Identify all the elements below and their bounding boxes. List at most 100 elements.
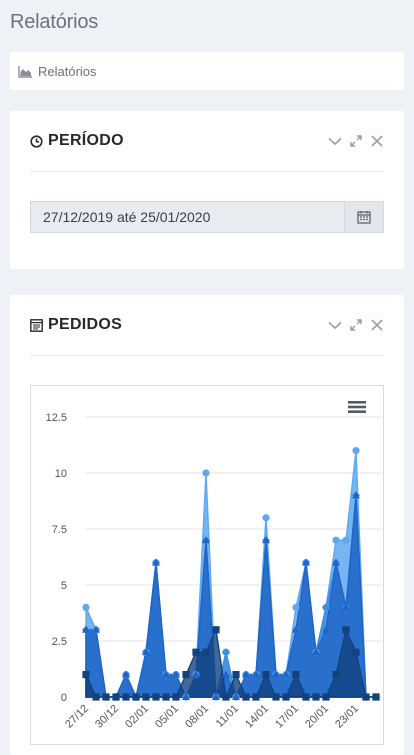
series-3-point — [252, 670, 260, 678]
series-4-point — [182, 671, 190, 679]
series-3-area — [85, 495, 376, 700]
y-tick-label: 10 — [55, 468, 67, 480]
series-3-point — [222, 670, 230, 678]
series-3-point — [162, 670, 170, 678]
panel-tools — [328, 134, 384, 148]
series-3-point — [262, 536, 270, 544]
series-3-point — [152, 558, 160, 566]
series-4-point — [132, 693, 140, 701]
series-4-point — [252, 693, 260, 701]
y-tick-label: 7.5 — [52, 524, 67, 536]
close-icon[interactable] — [370, 134, 384, 148]
series-4-point — [172, 693, 180, 701]
series-4-point — [82, 671, 90, 679]
series-3-point — [172, 670, 180, 678]
x-tick-label: 02/01 — [123, 703, 151, 731]
x-tick-label: 05/01 — [153, 703, 181, 731]
pedidos-panel: PEDIDOS 0 2. — [10, 295, 404, 755]
series-4-point — [362, 693, 370, 701]
series-4-point — [292, 671, 300, 679]
series-1-point — [82, 603, 90, 611]
pedidos-chart: 0 2.5 5 7.5 10 12.5 27/12 30/12 02/01 05/01 08/01… — [30, 385, 384, 745]
series-4-point — [282, 693, 290, 701]
panel-title: PEDIDOS — [48, 316, 123, 333]
series-3-point — [122, 670, 130, 678]
series-2-point — [222, 648, 230, 657]
calendar-icon — [357, 211, 371, 224]
series-3-point — [272, 670, 280, 678]
y-tick-label: 5 — [61, 580, 67, 592]
series-4-point — [232, 671, 240, 679]
date-range-input[interactable]: 27/12/2019 até 25/01/2020 — [43, 209, 211, 225]
series-3-point — [322, 625, 330, 633]
area-chart-icon — [18, 65, 33, 78]
expand-icon[interactable] — [349, 318, 363, 332]
collapse-chevron-icon[interactable] — [328, 318, 342, 332]
chart-canvas: 0 2.5 5 7.5 10 12.5 27/12 30/12 02/01 05/01 08/01… — [46, 412, 382, 731]
page-title: Relatórios — [10, 11, 99, 33]
series-2-point — [322, 603, 330, 612]
series-4-point — [322, 693, 330, 701]
series-3-point — [92, 625, 100, 633]
series-4-point — [272, 693, 280, 701]
series-3-point — [302, 558, 310, 566]
series-4-point — [112, 693, 120, 701]
periodo-panel: PERÍODO 27/12/2019 até 25/01/2020 — [10, 111, 404, 269]
series-3-point — [82, 625, 90, 633]
series-3-point — [352, 491, 360, 499]
series-4-point — [372, 693, 380, 701]
series-4-point — [162, 693, 170, 701]
x-tick-label: 20/01 — [303, 703, 331, 731]
pedidos-panel-header: PEDIDOS — [30, 295, 384, 356]
x-tick-label: 17/01 — [273, 703, 301, 731]
x-tick-label: 11/01 — [214, 703, 241, 730]
series-3-point — [332, 558, 340, 566]
series-3-point — [212, 693, 220, 700]
x-tick-label: 23/01 — [333, 703, 361, 731]
panel-title: PERÍODO — [48, 132, 124, 149]
close-icon[interactable] — [370, 318, 384, 332]
series-4-point — [242, 693, 250, 701]
series-1-point — [202, 469, 210, 477]
series-3-point — [182, 693, 190, 700]
series-4-point — [312, 693, 320, 701]
periodo-panel-header: PERÍODO — [30, 111, 384, 172]
series-4-point — [92, 693, 100, 701]
chart-menu-icon[interactable] — [348, 400, 366, 414]
x-tick-label: 14/01 — [243, 703, 271, 731]
list-document-icon — [30, 318, 43, 332]
series-3-point — [192, 670, 200, 678]
x-tick-label: 27/12 — [63, 703, 91, 731]
series-4-point — [152, 693, 160, 701]
series-4-point — [102, 693, 110, 701]
date-range-field[interactable]: 27/12/2019 até 25/01/2020 — [30, 201, 384, 233]
series-1-point — [332, 536, 340, 544]
x-tick-label: 30/12 — [93, 703, 121, 731]
calendar-button[interactable] — [344, 202, 383, 232]
series-4-point — [302, 693, 310, 701]
panel-tools — [328, 318, 384, 332]
series-3-point — [312, 648, 320, 656]
y-tick-label: 2.5 — [52, 636, 67, 648]
breadcrumb: Relatórios — [10, 52, 404, 90]
series-3-point — [142, 648, 150, 656]
series-3-point — [292, 625, 300, 633]
series-1-point — [352, 447, 360, 455]
collapse-chevron-icon[interactable] — [328, 134, 342, 148]
clock-icon — [30, 134, 43, 148]
series-4-point — [202, 648, 210, 656]
series-4-point — [262, 671, 270, 679]
series-1-point — [292, 603, 300, 611]
y-tick-label: 12.5 — [46, 412, 67, 424]
x-tick-label: 08/01 — [183, 703, 211, 731]
series-4-point — [342, 626, 350, 634]
series-4-point — [352, 648, 360, 656]
series-4-point — [142, 693, 150, 701]
series-4-point — [192, 648, 200, 656]
series-1-point — [342, 536, 350, 544]
breadcrumb-item-relatorios[interactable]: Relatórios — [38, 63, 97, 79]
expand-icon[interactable] — [349, 134, 363, 148]
series-4-point — [212, 626, 220, 634]
series-3-point — [342, 603, 350, 611]
series-4-point — [222, 693, 230, 701]
